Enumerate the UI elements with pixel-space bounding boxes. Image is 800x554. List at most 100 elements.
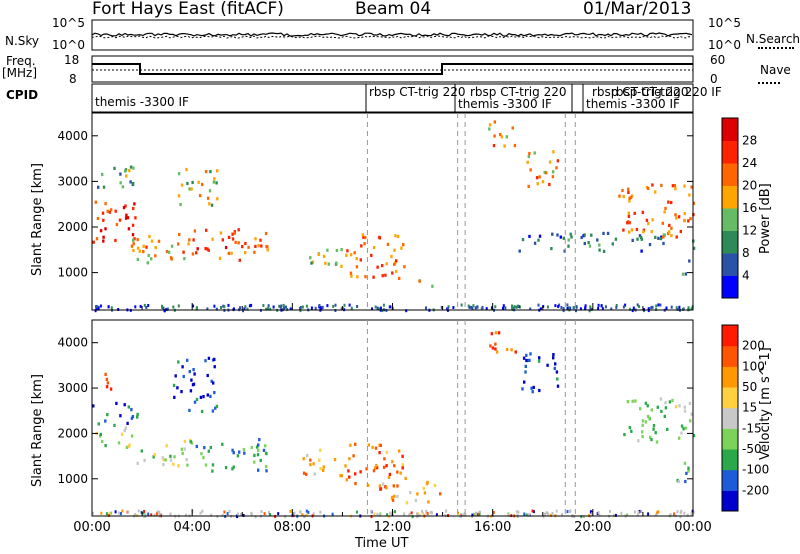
power-scatter-cell	[511, 126, 514, 130]
power-clutter-cell	[107, 305, 110, 309]
power-scatter-cell	[186, 181, 189, 186]
power-clutter-cell	[340, 307, 343, 311]
power-scatter-cell	[662, 233, 666, 237]
power-scatter-cell	[136, 238, 139, 242]
velocity-clutter-cell	[531, 509, 534, 513]
power-scatter-cell	[138, 249, 141, 253]
power-scatter-cell	[690, 185, 693, 189]
power-scatter-cell	[130, 244, 134, 248]
velocity-clutter-cell	[277, 512, 280, 516]
power-scatter-cell	[555, 166, 558, 170]
power-scatter-cell	[590, 233, 593, 237]
velocity-clutter-cell	[532, 510, 535, 514]
velocity-scatter-cell	[391, 460, 394, 464]
velocity-scatter-cell	[322, 465, 325, 469]
velocity-clutter-cell	[284, 515, 287, 519]
power-scatter-cell	[131, 238, 135, 242]
power-clutter-cell	[242, 309, 244, 313]
power-clutter-cell	[143, 303, 146, 307]
velocity-scatter-cell	[641, 430, 644, 434]
power-clutter-cell	[562, 307, 565, 311]
velocity-clutter-cell	[254, 515, 257, 519]
power-scatter-cell	[400, 246, 403, 250]
velocity-scatter-cell	[630, 429, 633, 433]
power-clutter-cell	[139, 304, 142, 308]
power-scatter-cell	[675, 235, 678, 239]
power-clutter-cell	[440, 305, 443, 309]
x-tick-label: 04:00	[173, 520, 210, 535]
velocity-scatter-cell	[373, 466, 377, 470]
velocity-scatter-cell	[628, 426, 632, 430]
power-clutter-cell	[588, 309, 591, 313]
velocity-scatter-cell	[224, 466, 228, 470]
station-title: Fort Hays East (fitACF)	[92, 0, 284, 19]
velocity-scatter-cell	[319, 448, 322, 452]
power-scatter-cell	[129, 165, 133, 169]
power-scatter-cell	[353, 251, 356, 255]
velocity-clutter-cell	[289, 509, 292, 513]
power-scatter-cell	[683, 184, 686, 188]
power-clutter-cell	[516, 304, 519, 308]
power-scatter-cell	[647, 222, 650, 226]
velocity-scatter-cell	[99, 432, 102, 436]
velocity-clutter-cell	[683, 511, 686, 515]
velocity-scatter-cell	[524, 364, 527, 368]
power-clutter-cell	[584, 304, 587, 308]
power-ytick-label: 2000	[57, 220, 88, 234]
power-clutter-cell	[474, 306, 477, 310]
power-scatter-cell	[538, 234, 542, 238]
power-scatter-cell	[692, 201, 695, 205]
velocity-clutter-cell	[292, 512, 295, 516]
velocity-scatter-cell	[433, 483, 437, 488]
power-scatter-cell	[551, 232, 554, 236]
velocity-clutter-cell	[408, 512, 411, 516]
velocity-clutter-cell	[199, 511, 202, 515]
velocity-scatter-cell	[396, 494, 399, 499]
velocity-clutter-cell	[226, 512, 229, 516]
power-scatter-cell	[188, 238, 191, 242]
velocity-scatter-cell	[359, 470, 362, 474]
velocity-scatter-cell	[385, 464, 388, 468]
velocity-scatter-cell	[379, 487, 383, 491]
power-scatter-cell	[684, 272, 688, 276]
power-clutter-cell	[471, 306, 474, 310]
velocity-colorbar-tick: -15	[742, 421, 762, 435]
power-clutter-cell	[518, 305, 521, 309]
velocity-colorbar-swatch	[722, 387, 738, 409]
velocity-scatter-cell	[265, 452, 268, 456]
velocity-clutter-cell	[240, 513, 242, 516]
velocity-clutter-cell	[435, 513, 438, 517]
velocity-scatter-cell	[514, 350, 517, 354]
power-clutter-cell	[472, 304, 475, 308]
velocity-scatter-cell	[393, 464, 396, 468]
velocity-clutter-cell	[528, 513, 530, 517]
power-scatter-cell	[654, 190, 657, 194]
velocity-scatter-cell	[200, 452, 203, 456]
velocity-scatter-cell	[177, 360, 180, 364]
velocity-scatter-cell	[385, 450, 388, 454]
power-colorbar-tick: 12	[742, 224, 757, 238]
power-scatter-cell	[395, 269, 398, 273]
power-scatter-cell	[492, 144, 496, 148]
power-scatter-cell	[688, 259, 691, 263]
power-clutter-cell	[624, 303, 627, 307]
velocity-ytick-label: 4000	[57, 336, 88, 350]
power-scatter-cell	[493, 120, 496, 124]
velocity-scatter-cell	[405, 501, 409, 505]
power-clutter-cell	[250, 303, 253, 307]
velocity-scatter-cell	[537, 359, 541, 363]
velocity-colorbar: 200 100 50 15 -15 -50 -100 -200	[721, 324, 769, 512]
velocity-scatter-cell	[649, 435, 652, 439]
power-scatter-cell	[402, 243, 405, 247]
velocity-scatter-cell	[302, 471, 306, 475]
velocity-scatter-cell	[379, 443, 382, 447]
velocity-clutter-cell	[185, 513, 187, 517]
power-scatter-cell	[627, 190, 630, 194]
power-clutter-cell	[243, 307, 246, 311]
power-scatter-cell	[533, 241, 537, 245]
velocity-colorbar-swatch	[722, 345, 738, 367]
velocity-clutter-cell	[117, 511, 120, 515]
velocity-scatter-cell	[531, 390, 534, 394]
power-clutter-cell	[319, 305, 322, 309]
power-scatter-cell	[260, 244, 263, 248]
